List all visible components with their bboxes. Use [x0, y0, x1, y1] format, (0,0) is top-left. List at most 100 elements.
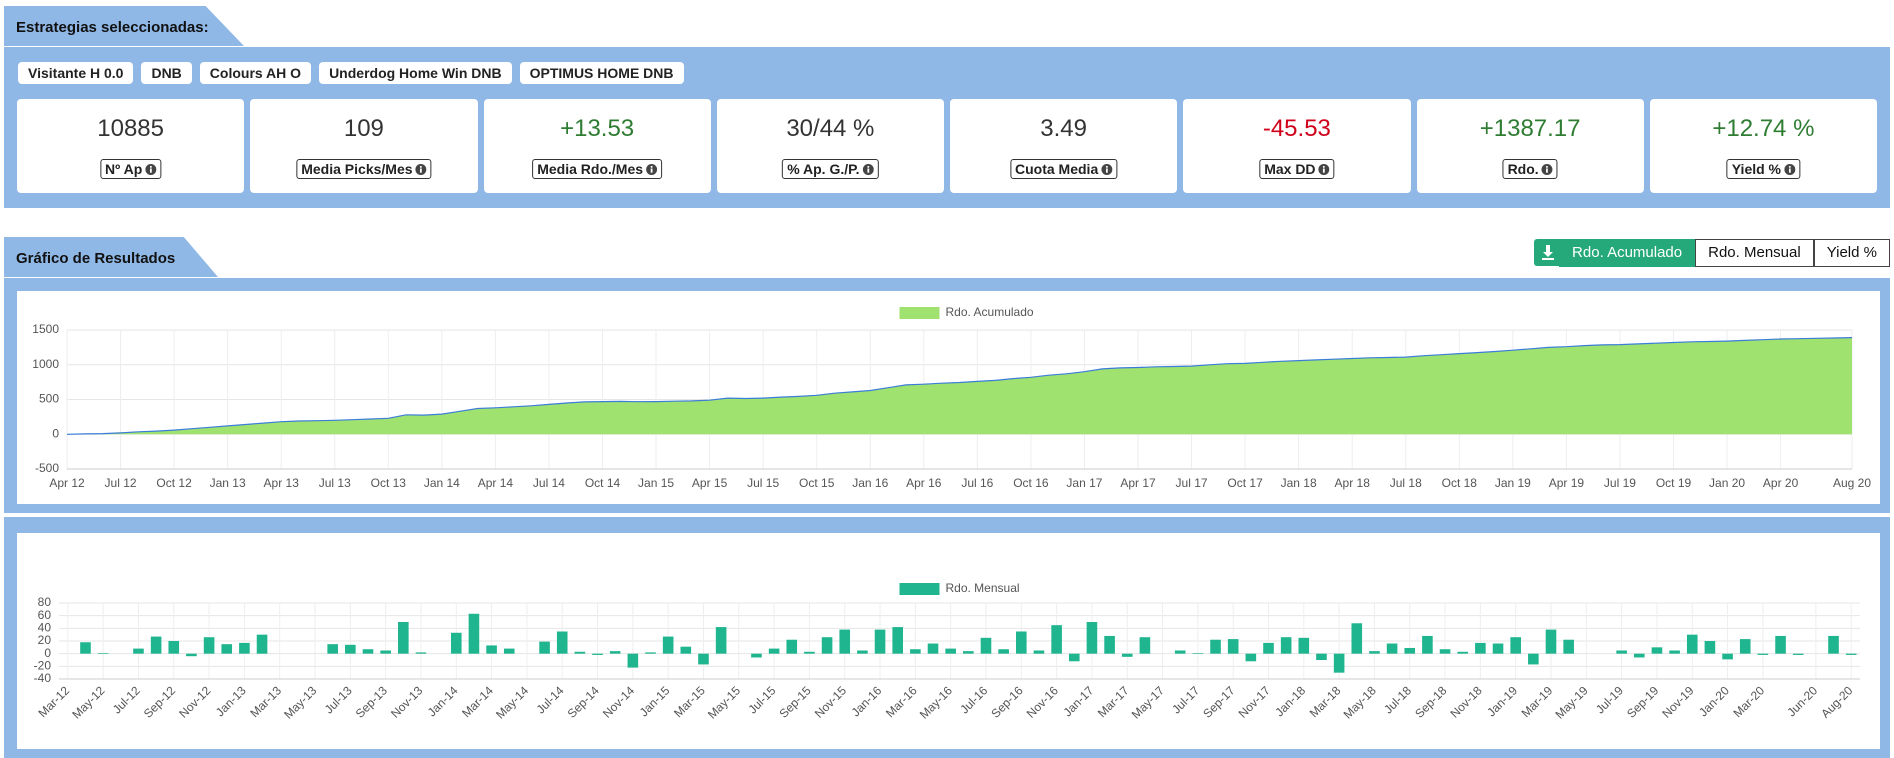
x-tick-label: Oct 19: [1656, 476, 1692, 490]
bar: [380, 650, 391, 654]
stat-label: Media Picks/Mes: [296, 159, 432, 179]
bar: [221, 644, 233, 654]
x-tick-label: May-14: [493, 683, 531, 721]
chart-panel: -40 -20 0 20 40 60 80 Rdo. Mensual Mar-12 May-12 J…: [4, 517, 1890, 758]
info-dot: [650, 165, 653, 168]
stat-label-text: % Ap. G./P.: [787, 161, 860, 177]
bar: [804, 651, 815, 654]
x-tick-label: Oct 13: [371, 476, 407, 490]
stat-value: -45.53: [1262, 115, 1331, 142]
strategy-tag: DNB: [141, 62, 192, 84]
bar: [1351, 623, 1363, 654]
info-stem: [149, 168, 152, 173]
x-tick-label: Mar-18: [1307, 683, 1344, 720]
download-button[interactable]: [1534, 239, 1562, 266]
chart: -500 0 500 1000 1500 Rdo. Acumulado Apr 12 Jul …: [32, 305, 1871, 490]
x-tick-label: Apr 17: [1120, 476, 1156, 490]
x-tick-label: Jul-17: [1169, 683, 1202, 716]
bar: [821, 637, 833, 654]
y-tick-label: 20: [38, 633, 52, 647]
x-tick-label: Sep-12: [141, 683, 178, 720]
x-tick-label: Apr 20: [1763, 476, 1799, 490]
bar: [450, 632, 462, 654]
stat-card: 10885 Nº Ap: [17, 99, 245, 193]
bar: [1686, 634, 1698, 654]
y-tick-label: 1000: [32, 357, 59, 371]
x-tick-label: May-12: [69, 683, 107, 721]
stat-value: 10885: [97, 115, 164, 142]
bar: [539, 641, 550, 654]
bar: [1510, 637, 1521, 654]
stat-cards: 10885 Nº Ap 109 Media Picks/Mes +13.53 Media …: [17, 99, 1877, 193]
x-tick-label: Apr 18: [1335, 476, 1371, 490]
x-tick-label: Jul-12: [110, 683, 143, 716]
x-tick-label: Jan-16: [849, 683, 885, 719]
bar: [980, 637, 992, 654]
info-icon: [145, 163, 157, 175]
x-tick-label: Mar-15: [671, 683, 708, 720]
bar: [1563, 639, 1574, 654]
bar: [1722, 653, 1733, 660]
view-button[interactable]: Yield %: [1813, 239, 1890, 267]
x-tick-label: Apr 13: [264, 476, 300, 490]
bar: [345, 644, 356, 654]
stat-label: Max DD: [1259, 159, 1335, 179]
bar: [1245, 653, 1257, 662]
x-tick-label: Apr 14: [478, 476, 514, 490]
bar: [1845, 653, 1857, 655]
bar: [1545, 629, 1557, 654]
stat-card: +1387.17 Rdo.: [1416, 99, 1644, 193]
stat-label: % Ap. G./P.: [782, 159, 879, 179]
info-dot: [1546, 165, 1549, 168]
x-tick-label: Mar-20: [1730, 683, 1767, 720]
line: [66, 337, 1853, 435]
bar: [1333, 653, 1345, 673]
bar: [80, 642, 91, 654]
y-tick-label: -500: [35, 461, 59, 475]
x-tick-label: Oct 18: [1442, 476, 1478, 490]
x-tick-label: Apr 16: [906, 476, 942, 490]
bar: [468, 613, 480, 654]
y-tick-label: 0: [44, 646, 51, 660]
bar: [609, 651, 621, 654]
info-icon: [862, 163, 874, 175]
stat-value: 109: [343, 115, 384, 142]
info-dot: [867, 165, 870, 168]
info-icon: [1784, 163, 1796, 175]
bar: [1669, 650, 1680, 654]
strategy-tag: OPTIMUS HOME DNB: [519, 62, 684, 84]
x-tick-label: Oct 16: [1013, 476, 1049, 490]
info-stem: [1323, 168, 1325, 173]
bar: [1757, 653, 1769, 655]
x-tick-label: Sep-18: [1412, 683, 1449, 720]
y-tick-label: 1500: [32, 322, 59, 336]
x-tick-label: Jul 15: [747, 476, 779, 490]
legend-swatch: [899, 583, 940, 595]
stat-label-text: Rdo.: [1507, 161, 1539, 177]
chart-box: -500 0 500 1000 1500 Rdo. Acumulado Apr 12 Jul …: [17, 291, 1880, 504]
bar: [1492, 643, 1504, 654]
bar: [627, 653, 639, 668]
section-tab: Estrategias seleccionadas:: [4, 6, 244, 46]
view-button[interactable]: Rdo. Acumulado: [1559, 239, 1696, 267]
stat-label-text: Yield %: [1731, 161, 1782, 177]
x-tick-label: Nov-15: [812, 683, 849, 720]
bar: [1033, 650, 1045, 654]
bar: [1263, 642, 1274, 654]
stat-card: 3.49 Cuota Media: [950, 99, 1178, 193]
bar: [1704, 641, 1716, 654]
x-tick-label: May-13: [281, 683, 319, 721]
x-tick-label: Oct 15: [799, 476, 835, 490]
x-tick-label: Nov-17: [1236, 683, 1273, 720]
view-button[interactable]: Rdo. Mensual: [1695, 239, 1814, 267]
info-stem: [1788, 168, 1791, 173]
x-tick-label: Jul-13: [322, 683, 355, 716]
bar: [592, 653, 603, 655]
stat-card: -45.53 Max DD: [1183, 99, 1411, 193]
y-tick-label: 60: [38, 608, 52, 622]
bar: [1192, 653, 1204, 654]
bar: [715, 627, 727, 654]
bar: [1174, 650, 1186, 654]
chart-panel: -500 0 500 1000 1500 Rdo. Acumulado Apr 12 Jul …: [4, 278, 1890, 513]
